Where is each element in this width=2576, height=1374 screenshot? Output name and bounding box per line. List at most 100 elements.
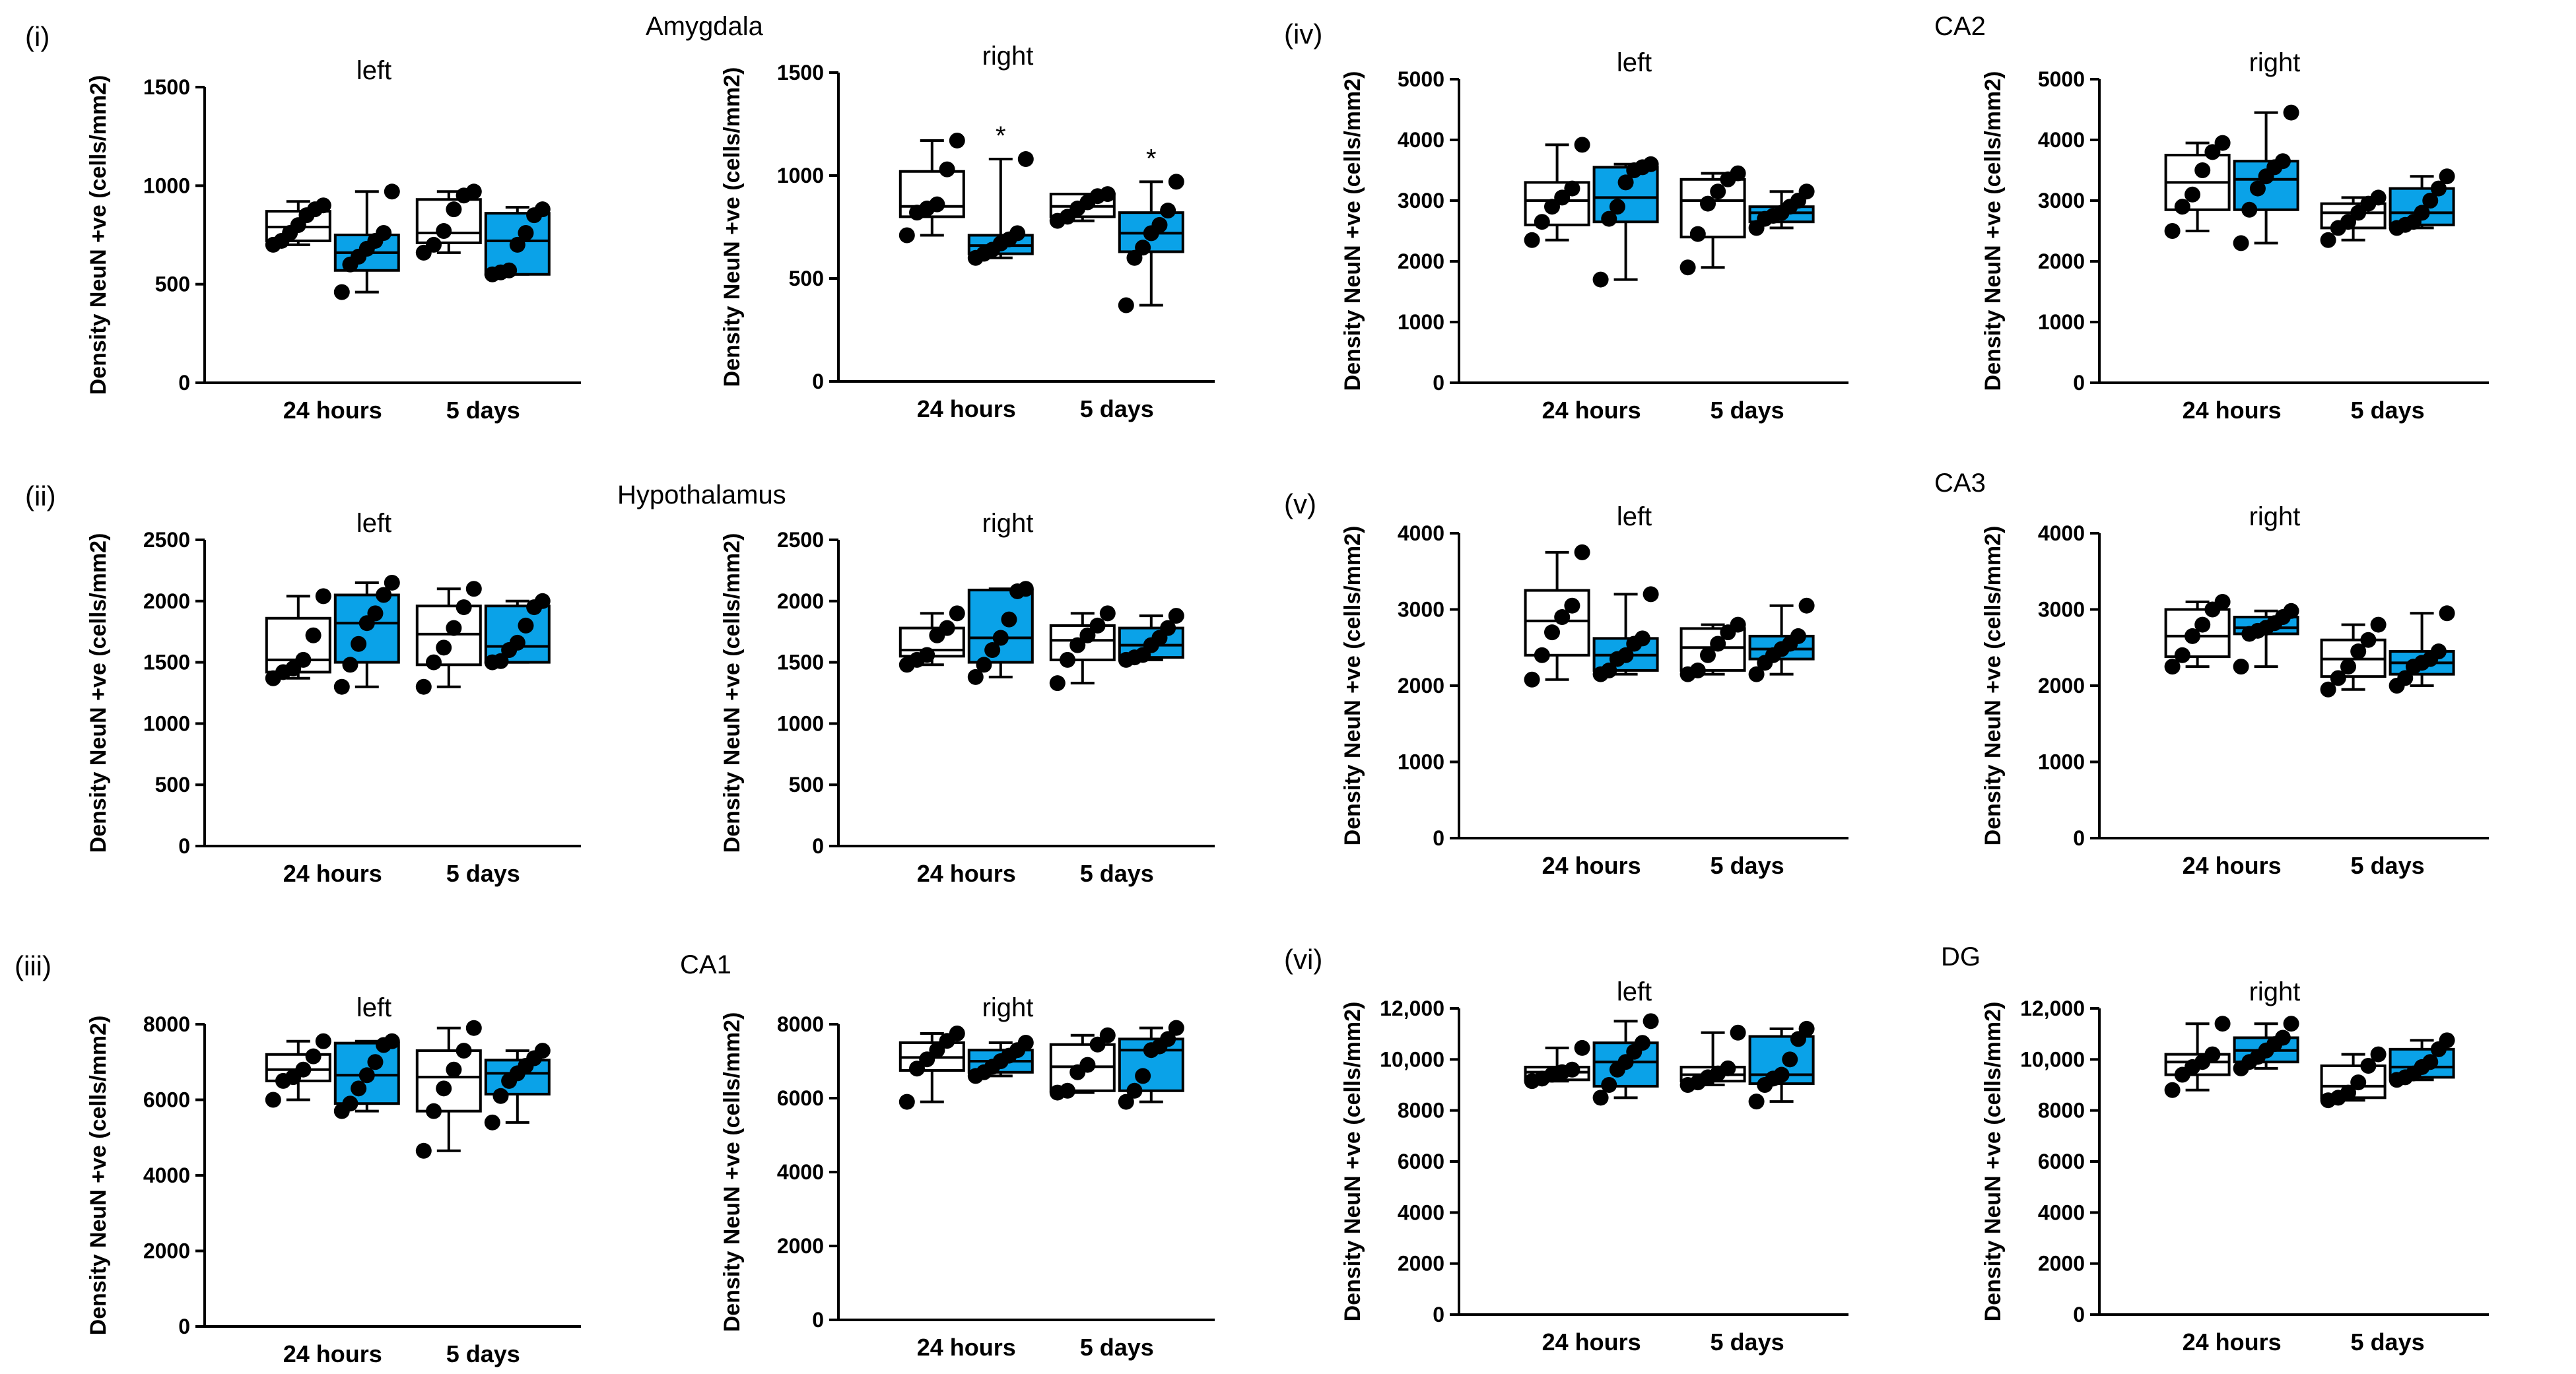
data-point: [2274, 1030, 2291, 1046]
data-point: [456, 599, 472, 616]
region-title-ca3: CA3: [1934, 469, 1986, 498]
y-tick-label: 500: [155, 273, 190, 296]
box-white-5-days: [415, 1020, 482, 1159]
x-category-label: 5 days: [2351, 1328, 2425, 1356]
data-point: [1601, 1077, 1617, 1093]
data-point: [1720, 1060, 1736, 1076]
y-tick-label: 5000: [2038, 67, 2085, 91]
data-point: [939, 620, 955, 636]
y-tick-label: 0: [1433, 371, 1444, 395]
data-point: [436, 639, 452, 656]
data-point: [2283, 603, 2299, 619]
box-blue-24-hours: [967, 1035, 1034, 1084]
data-point: [1079, 627, 1096, 643]
x-category-label: 5 days: [1711, 852, 1784, 879]
box-white-5-days: [2320, 616, 2387, 698]
y-tick-label: 0: [812, 1308, 824, 1332]
data-point: [351, 1080, 367, 1097]
data-point: [1135, 1068, 1151, 1084]
data-point: [1099, 186, 1116, 203]
data-point: [1009, 225, 1026, 242]
data-point: [2370, 1046, 2387, 1063]
data-point: [1634, 630, 1650, 647]
data-point: [2414, 205, 2430, 221]
data-point: [1700, 195, 1716, 212]
y-tick-label: 1000: [777, 711, 824, 735]
data-point: [1574, 1039, 1590, 1056]
y-axis-label: Density NeuN +ve (cells/mm2): [86, 1016, 111, 1336]
y-tick-label: 2000: [143, 589, 190, 613]
chart-panel-ca1-left: 0 2000 4000 6000 8000 Density NeuN +ve (cells…: [86, 993, 581, 1367]
data-point: [315, 197, 331, 214]
panel-label-ii: (ii): [25, 480, 56, 511]
x-category-label: 5 days: [446, 860, 520, 887]
box-body: [484, 1059, 551, 1096]
data-point: [2350, 1074, 2367, 1091]
significance-marker: *: [1146, 144, 1157, 173]
y-tick-label: 4000: [2038, 521, 2085, 545]
box-white-5-days: [1049, 1027, 1116, 1101]
region-title-dg: DG: [1941, 942, 1981, 971]
data-point: [2194, 162, 2211, 178]
data-point: [1534, 214, 1550, 230]
box-blue-5-days: [1118, 1020, 1184, 1110]
box-blue-24-hours: [333, 1033, 400, 1119]
data-point: [1544, 624, 1560, 641]
panel-label-vi: (vi): [1284, 944, 1323, 975]
data-point: [1798, 183, 1815, 200]
data-point: [919, 647, 935, 663]
box-white-5-days: [1679, 165, 1746, 276]
data-point: [2439, 605, 2455, 622]
subplot-title: left: [1617, 502, 1652, 531]
data-point: [456, 1043, 472, 1059]
box-white-5-days: [1049, 605, 1116, 692]
data-point: [426, 654, 442, 671]
data-point: [1099, 605, 1116, 622]
box-blue-5-days: [1748, 183, 1815, 236]
data-point: [2204, 144, 2221, 160]
y-tick-label: 1000: [143, 174, 190, 197]
y-tick-label: 1000: [1398, 310, 1444, 334]
data-point: [1592, 1090, 1609, 1106]
y-tick-label: 2000: [777, 1234, 824, 1258]
data-point: [2370, 189, 2387, 206]
box-white-24-hours: [898, 605, 965, 673]
chart-panel-dg-right: 0 2000 4000 6000 8000 10,000 12,000 Density Neu…: [1981, 977, 2489, 1356]
chart-panel-hypothalamus-right: 0 500 1000 1500 2000 2500 Density NeuN +ve (ce…: [720, 509, 1215, 887]
data-point: [949, 1026, 965, 1041]
panel-label-iv: (iv): [1284, 18, 1323, 49]
data-point: [2340, 659, 2356, 675]
y-tick-label: 2500: [143, 528, 190, 552]
x-category-label: 5 days: [1711, 1328, 1784, 1356]
data-point: [1643, 156, 1659, 172]
y-tick-label: 8000: [143, 1012, 190, 1036]
subplot-title: left: [356, 509, 391, 538]
data-point: [1710, 183, 1726, 200]
data-point: [333, 284, 350, 300]
data-point: [1643, 1013, 1659, 1030]
chart-panel-hypothalamus-left: 0 500 1000 1500 2000 2500 Density NeuN +ve (ce…: [86, 509, 581, 887]
data-point: [1730, 165, 1746, 181]
data-point: [465, 1020, 482, 1036]
data-point: [2164, 659, 2181, 675]
data-point: [509, 634, 525, 651]
data-point: [1748, 1094, 1765, 1110]
data-point: [1168, 1020, 1184, 1036]
box-blue-24-hours: [1592, 586, 1659, 682]
chart-panel-ca2-right: 0 1000 2000 3000 4000 5000 Density NeuN +ve (c…: [1981, 48, 2489, 424]
chart-panel-dg-left: 0 2000 4000 6000 8000 10,000 12,000 Density Neu…: [1340, 977, 1848, 1356]
box-blue-5-days: [484, 593, 551, 671]
data-point: [2194, 616, 2211, 633]
y-axis-label: Density NeuN +ve (cells/mm2): [1981, 71, 2006, 391]
x-category-label: 24 hours: [1542, 852, 1641, 879]
data-point: [1601, 662, 1617, 678]
box-blue-5-days: [1118, 608, 1184, 668]
data-point: [909, 1061, 925, 1077]
y-tick-label: 4000: [777, 1160, 824, 1184]
data-point: [1748, 666, 1765, 682]
data-point: [376, 587, 392, 603]
data-point: [2164, 1082, 2181, 1098]
y-axis-label: Density NeuN +ve (cells/mm2): [1981, 1002, 2006, 1322]
y-tick-label: 6000: [1398, 1150, 1444, 1173]
data-point: [2185, 186, 2200, 203]
